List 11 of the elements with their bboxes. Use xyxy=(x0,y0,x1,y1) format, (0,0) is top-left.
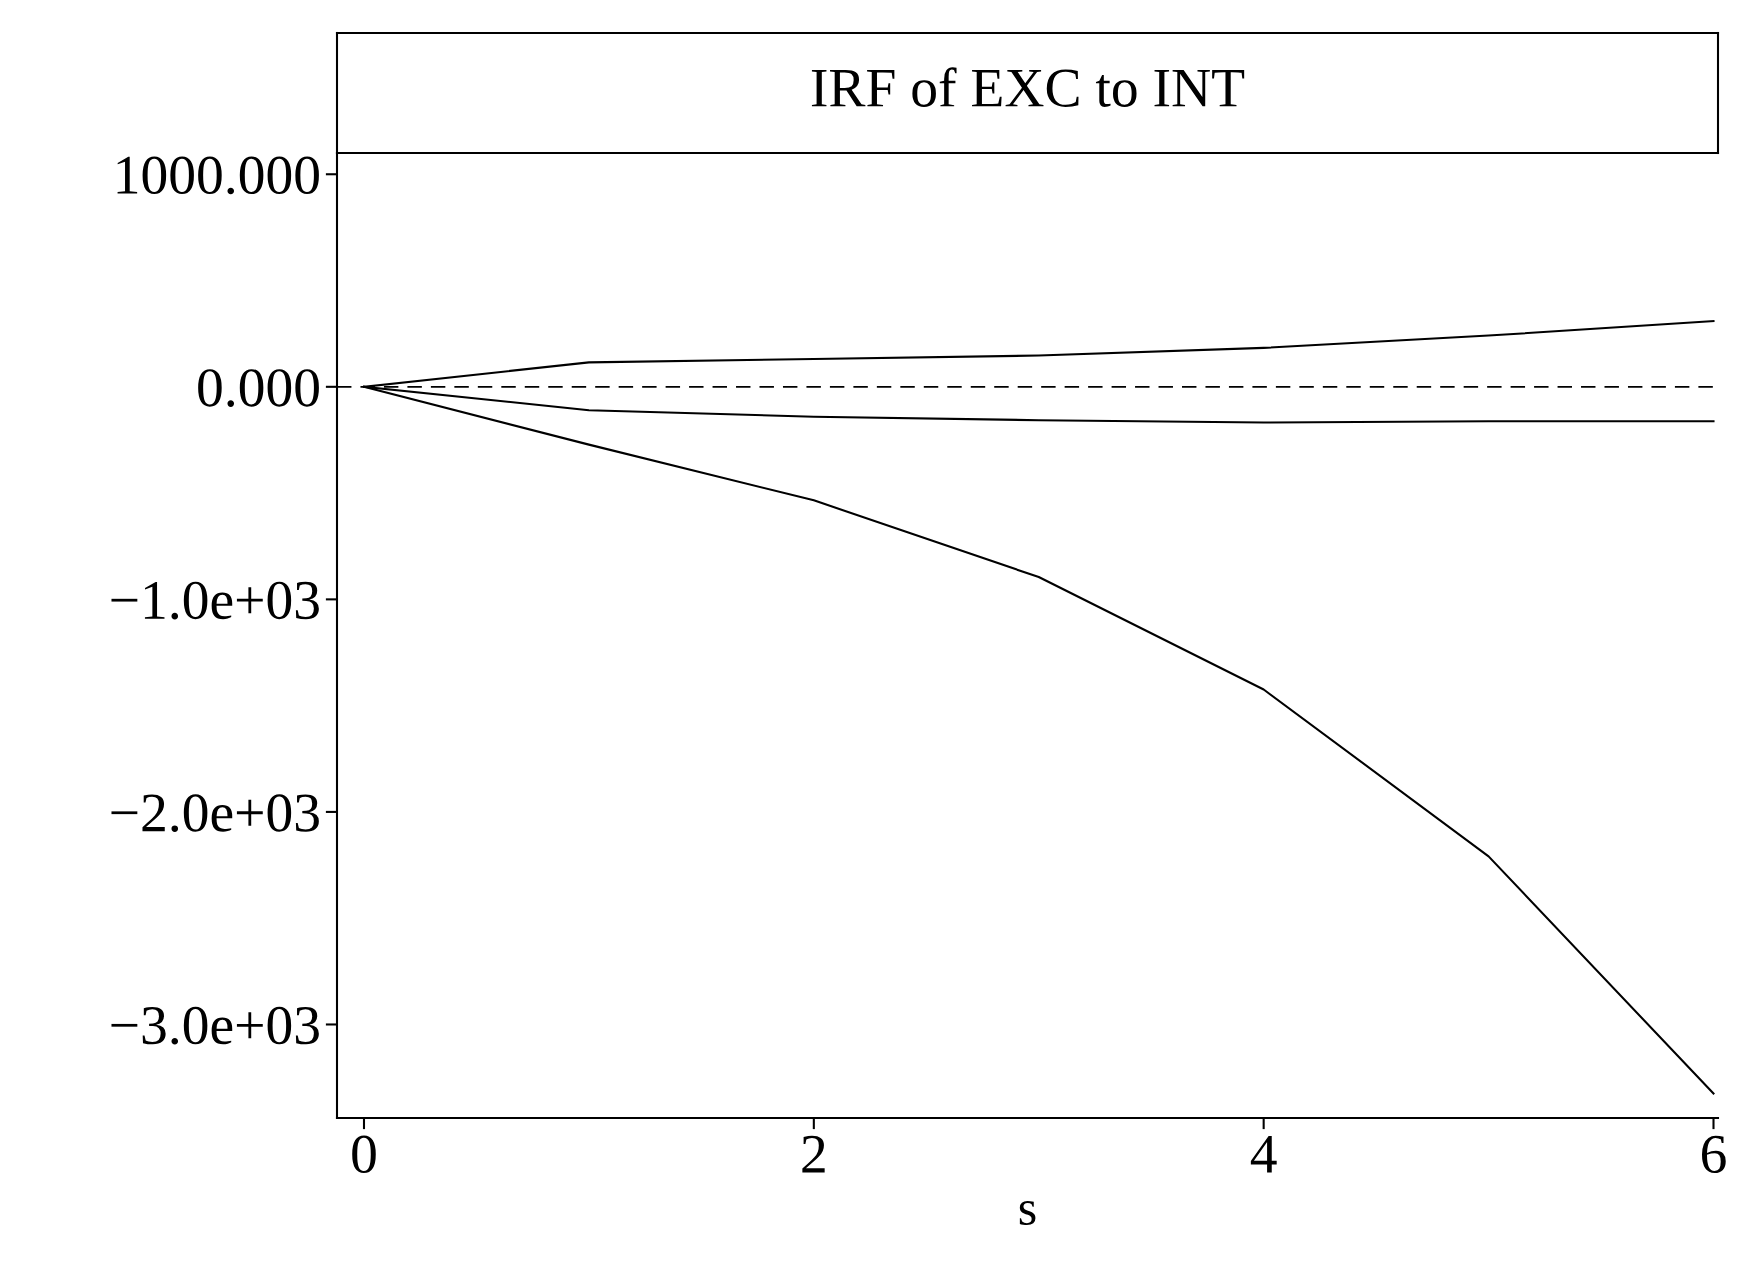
y-tick-label: −3.0e+03 xyxy=(111,1006,319,1045)
x-tick-label: 6 xyxy=(1702,1135,1726,1174)
x-tick-label: 0 xyxy=(352,1135,376,1174)
y-tick-label: −2.0e+03 xyxy=(111,794,319,832)
x-tick-label: 2 xyxy=(802,1135,825,1173)
y-tick-label: 1000.000 xyxy=(117,156,319,195)
x-tick-label: 4 xyxy=(1250,1135,1277,1173)
chart-title: IRF of EXC to INT xyxy=(811,67,1245,107)
y-tick-label: −1.0e+03 xyxy=(111,581,319,620)
y-tick-label: 0.000 xyxy=(198,369,319,407)
x-axis-title: s xyxy=(1019,1201,1036,1226)
